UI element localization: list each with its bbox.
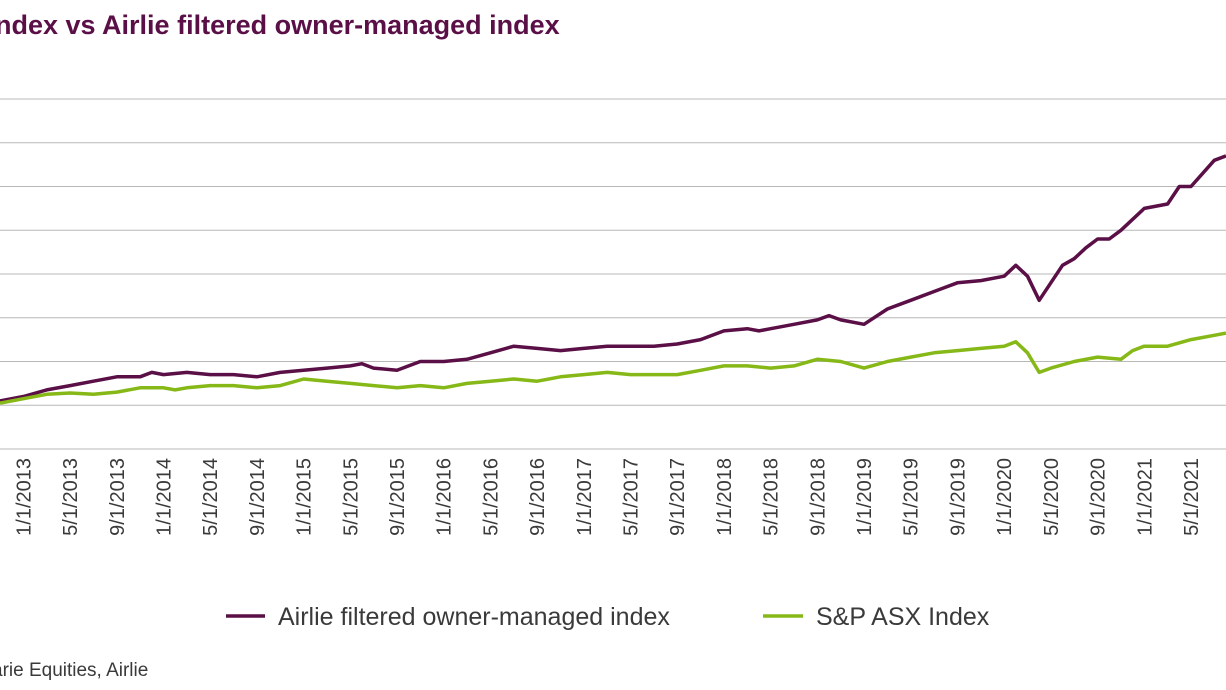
gridlines: [0, 98, 1226, 450]
x-tick-label-22: 5/1/2020: [1041, 458, 1063, 536]
x-axis-tick-labels: 1/1/2013 5/1/2013 9/1/2013 1/1/2014 5/1/2014…: [13, 458, 1203, 536]
x-tick-label-2: 9/1/2013: [107, 458, 129, 536]
x-tick-label-19: 5/1/2019: [901, 458, 923, 536]
x-tick-label-23: 9/1/2020: [1088, 458, 1110, 536]
series-line-0: [0, 154, 1226, 403]
x-tick-label-11: 9/1/2016: [527, 458, 549, 536]
x-tick-label-3: 1/1/2014: [154, 458, 176, 536]
x-tick-label-13: 5/1/2017: [621, 458, 643, 536]
x-tick-label-7: 5/1/2015: [340, 458, 362, 536]
series-line-1: [0, 331, 1226, 405]
x-tick-label-16: 5/1/2018: [761, 458, 783, 536]
x-tick-label-0: 1/1/2013: [13, 458, 35, 536]
x-tick-label-8: 9/1/2015: [387, 458, 409, 536]
series-lines: [0, 154, 1226, 405]
x-tick-label-10: 5/1/2016: [480, 458, 502, 536]
x-tick-label-17: 9/1/2018: [807, 458, 829, 536]
x-tick-label-1: 5/1/2013: [60, 458, 82, 536]
legend-label-airlie: Airlie filtered owner-managed index: [278, 603, 670, 631]
x-tick-label-15: 1/1/2018: [714, 458, 736, 536]
legend-label-asx: S&P ASX Index: [816, 603, 990, 631]
x-tick-label-24: 1/1/2021: [1134, 458, 1156, 536]
x-tick-label-20: 9/1/2019: [947, 458, 969, 536]
x-tick-label-4: 5/1/2014: [200, 458, 222, 536]
x-tick-label-9: 1/1/2016: [434, 458, 456, 536]
legend: Airlie filtered owner-managed index S&P …: [226, 603, 990, 631]
chart-title: ndex vs Airlie filtered owner-managed in…: [0, 10, 560, 40]
x-tick-label-25: 5/1/2021: [1181, 458, 1203, 536]
x-tick-label-21: 1/1/2020: [994, 458, 1016, 536]
source-note: arie Equities, Airlie: [0, 660, 148, 681]
x-tick-label-12: 1/1/2017: [574, 458, 596, 536]
x-tick-label-5: 9/1/2014: [247, 458, 269, 536]
x-tick-label-14: 9/1/2017: [667, 458, 689, 536]
x-tick-label-6: 1/1/2015: [294, 458, 316, 536]
x-tick-label-18: 1/1/2019: [854, 458, 876, 536]
